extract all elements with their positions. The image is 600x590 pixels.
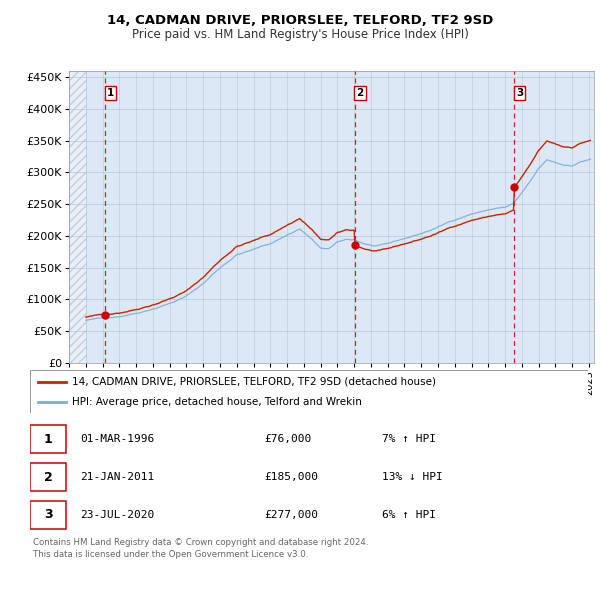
Text: 23-JUL-2020: 23-JUL-2020 — [80, 510, 154, 520]
Text: 3: 3 — [44, 509, 52, 522]
Text: 21-JAN-2011: 21-JAN-2011 — [80, 472, 154, 482]
Text: 2: 2 — [44, 470, 53, 483]
Text: 7% ↑ HPI: 7% ↑ HPI — [382, 434, 436, 444]
Text: 13% ↓ HPI: 13% ↓ HPI — [382, 472, 442, 482]
Text: HPI: Average price, detached house, Telford and Wrekin: HPI: Average price, detached house, Telf… — [72, 397, 362, 407]
FancyBboxPatch shape — [30, 370, 588, 413]
Text: 2: 2 — [356, 88, 364, 98]
Text: 1: 1 — [107, 88, 114, 98]
Text: £185,000: £185,000 — [265, 472, 319, 482]
Text: 6% ↑ HPI: 6% ↑ HPI — [382, 510, 436, 520]
Text: £277,000: £277,000 — [265, 510, 319, 520]
Text: 1: 1 — [44, 432, 53, 445]
Text: 14, CADMAN DRIVE, PRIORSLEE, TELFORD, TF2 9SD: 14, CADMAN DRIVE, PRIORSLEE, TELFORD, TF… — [107, 14, 493, 27]
Text: £76,000: £76,000 — [265, 434, 311, 444]
Bar — [69, 71, 86, 363]
Text: Contains HM Land Registry data © Crown copyright and database right 2024.
This d: Contains HM Land Registry data © Crown c… — [33, 538, 368, 559]
Text: Price paid vs. HM Land Registry's House Price Index (HPI): Price paid vs. HM Land Registry's House … — [131, 28, 469, 41]
Text: 01-MAR-1996: 01-MAR-1996 — [80, 434, 154, 444]
Text: 3: 3 — [516, 88, 523, 98]
Text: 14, CADMAN DRIVE, PRIORSLEE, TELFORD, TF2 9SD (detached house): 14, CADMAN DRIVE, PRIORSLEE, TELFORD, TF… — [72, 376, 436, 386]
Bar — [30, 500, 66, 529]
Bar — [30, 463, 66, 491]
Bar — [30, 425, 66, 453]
